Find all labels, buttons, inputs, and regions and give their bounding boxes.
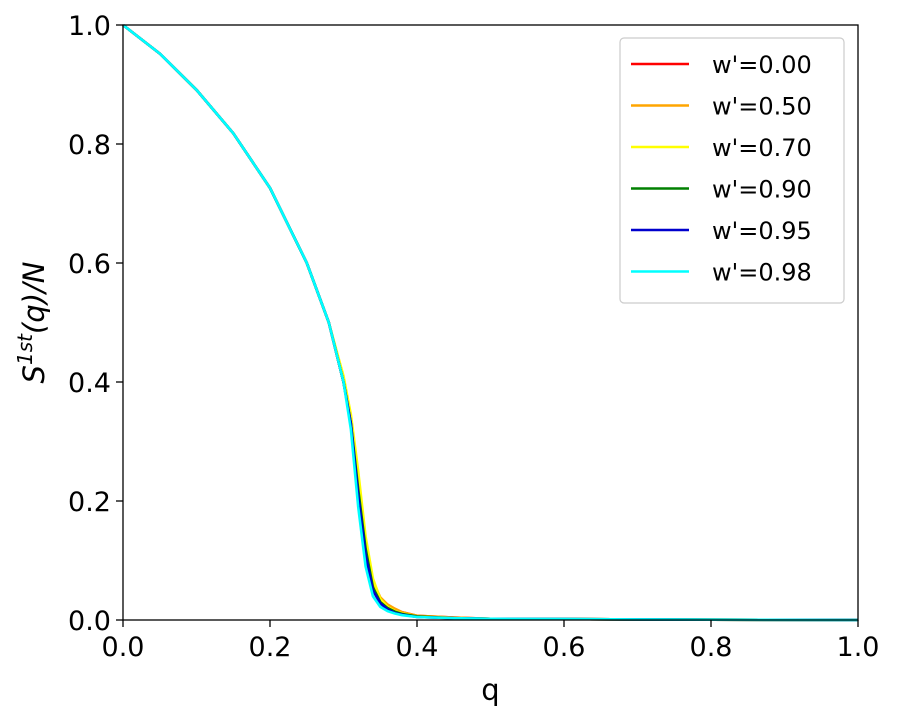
series-line-5	[122, 23, 859, 622]
legend: w'=0.00 w'=0.50 w'=0.70 w'=0.90 w'=0.95 w'=0.…	[619, 37, 845, 304]
x-tick-label-1: 0.2	[249, 632, 292, 663]
y-axis-title-superscript: 1st	[13, 333, 37, 365]
y-axis-title-rest: (q)/N	[17, 262, 51, 335]
y-axis-title: S1st(q)/N	[13, 262, 51, 384]
legend-label-2: w'=0.70	[712, 134, 812, 162]
x-tick-label-0: 0.0	[102, 632, 145, 663]
y-tick-label-2: 0.4	[68, 368, 111, 399]
y-tick-label-5: 1.0	[68, 11, 111, 42]
x-axis-title: q	[481, 673, 499, 707]
legend-label-5: w'=0.98	[712, 259, 812, 287]
y-tick-label-0: 0.0	[68, 606, 111, 637]
series-layer	[122, 23, 859, 622]
x-tick-label-3: 0.6	[543, 632, 586, 663]
ticks-layer: 0.0 0.2 0.4 0.6 0.8 1.0 0.0 0.2 0.4 0.6 0.8 1.0	[68, 11, 879, 663]
legend-label-1: w'=0.50	[712, 93, 812, 121]
y-tick-label-1: 0.2	[68, 487, 111, 518]
x-tick-label-2: 0.4	[396, 632, 439, 663]
y-tick-label-4: 0.8	[68, 130, 111, 161]
y-axis-title-base: S	[17, 365, 51, 383]
legend-label-0: w'=0.00	[712, 51, 812, 79]
x-tick-label-5: 1.0	[837, 632, 880, 663]
y-tick-label-3: 0.6	[68, 249, 111, 280]
legend-label-3: w'=0.90	[712, 176, 812, 204]
legend-label-4: w'=0.95	[712, 217, 812, 245]
plot-frame	[122, 24, 859, 621]
x-tick-label-4: 0.8	[690, 632, 733, 663]
